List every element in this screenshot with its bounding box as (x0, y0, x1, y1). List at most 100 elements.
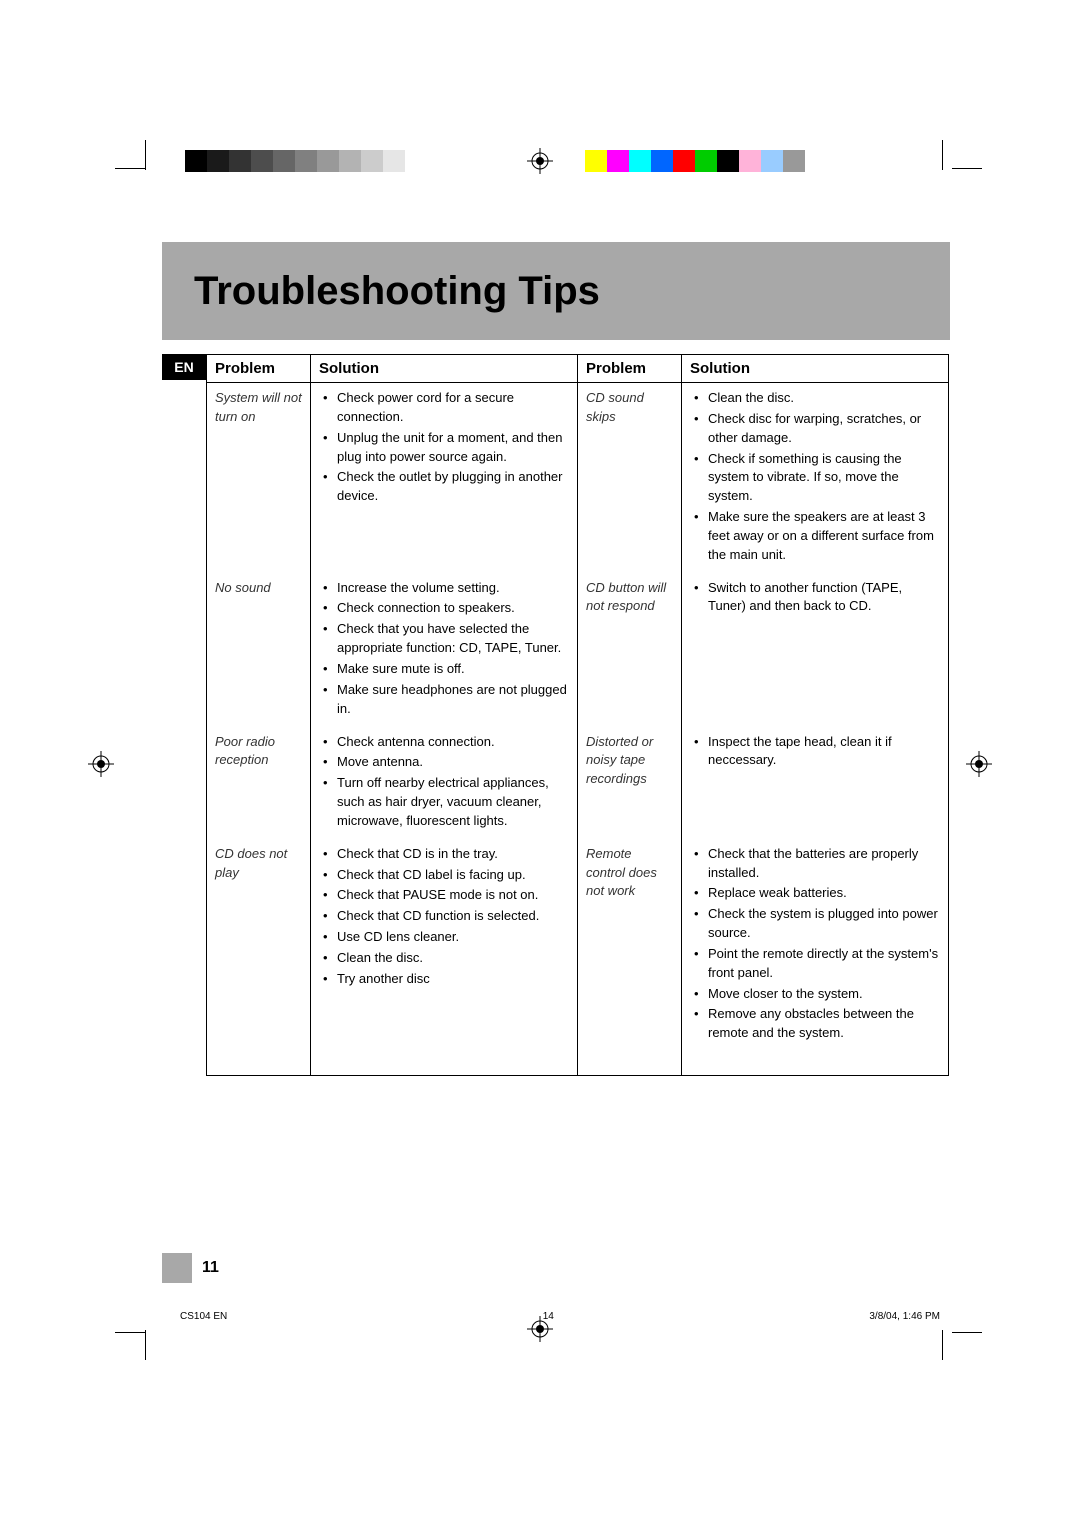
solution-item: Turn off nearby electrical appliances, s… (319, 774, 569, 831)
gray-swatch (317, 150, 339, 172)
color-swatch (761, 150, 783, 172)
problem-cell: Remote control does not work (578, 839, 682, 1076)
registration-mark-bottom (527, 1316, 553, 1342)
solution-cell: Inspect the tape head, clean it if necce… (682, 727, 949, 839)
solution-item: Check connection to speakers. (319, 599, 569, 618)
gray-swatch (185, 150, 207, 172)
page-title: Troubleshooting Tips (194, 269, 600, 314)
table-row: CD does not playCheck that CD is in the … (207, 839, 949, 1076)
problem-cell: Distorted or noisy tape recordings (578, 727, 682, 839)
gray-swatch (383, 150, 405, 172)
color-swatch (673, 150, 695, 172)
header-solution-right: Solution (682, 355, 949, 383)
color-swatch (585, 150, 607, 172)
gray-swatch (273, 150, 295, 172)
registration-mark-left (88, 751, 114, 777)
page-number-decoration (162, 1253, 192, 1283)
solution-list: Check that the batteries are properly in… (690, 845, 940, 1043)
gray-swatch (207, 150, 229, 172)
crop-mark-top-left (125, 150, 165, 190)
crop-mark-bottom-left (125, 1320, 165, 1360)
color-swatch (629, 150, 651, 172)
crop-mark-top-right (930, 150, 970, 190)
gray-swatch (361, 150, 383, 172)
solution-cell: Check that CD is in the tray. Check that … (311, 839, 578, 1076)
header-problem-left: Problem (207, 355, 311, 383)
solution-list: Clean the disc. Check disc for warping, s… (690, 389, 940, 565)
table-body: System will not turn onCheck power cord … (207, 383, 949, 1076)
color-swatches (585, 150, 805, 172)
solution-item: Make sure headphones are not plugged in. (319, 681, 569, 719)
gray-swatch (229, 150, 251, 172)
solution-item: Check the system is plugged into power s… (690, 905, 940, 943)
solution-item: Unplug the unit for a moment, and then p… (319, 429, 569, 467)
language-badge: EN (162, 354, 206, 380)
solution-list: Check power cord for a secure connection… (319, 389, 569, 506)
problem-cell: CD sound skips (578, 383, 682, 573)
solution-item: Check that PAUSE mode is not on. (319, 886, 569, 905)
solution-list: Increase the volume setting.Check connec… (319, 579, 569, 719)
solution-item: Check that you have selected the appropr… (319, 620, 569, 658)
page-container: { "title": "Troubleshooting Tips", "lang… (0, 0, 1080, 1528)
solution-item: Use CD lens cleaner. (319, 928, 569, 947)
solution-item: Try another disc (319, 970, 569, 989)
problem-cell: Poor radio reception (207, 727, 311, 839)
gray-swatch (295, 150, 317, 172)
solution-item: Inspect the tape head, clean it if necce… (690, 733, 940, 771)
color-swatch (717, 150, 739, 172)
header-solution-left: Solution (311, 355, 578, 383)
solution-list: Check antenna connection.Move antenna.Tu… (319, 733, 569, 831)
solution-cell: Increase the volume setting.Check connec… (311, 573, 578, 727)
problem-cell: System will not turn on (207, 383, 311, 573)
solution-cell: Switch to another function (TAPE, Tuner)… (682, 573, 949, 727)
solution-item: Check that CD is in the tray. (319, 845, 569, 864)
solution-cell: Check antenna connection.Move antenna.Tu… (311, 727, 578, 839)
solution-item: Move closer to the system. (690, 985, 940, 1004)
registration-mark-top (527, 148, 553, 174)
solution-cell: Check power cord for a secure connection… (311, 383, 578, 573)
troubleshooting-table: Problem Solution Problem Solution System… (206, 354, 949, 1076)
solution-item: Check power cord for a secure connection… (319, 389, 569, 427)
color-swatch (783, 150, 805, 172)
problem-cell: CD does not play (207, 839, 311, 1076)
solution-item: Switch to another function (TAPE, Tuner)… (690, 579, 940, 617)
solution-cell: Clean the disc. Check disc for warping, s… (682, 383, 949, 573)
title-band: Troubleshooting Tips (162, 242, 950, 340)
gray-swatch (251, 150, 273, 172)
solution-item: Clean the disc. (690, 389, 940, 408)
gray-swatch (339, 150, 361, 172)
header-problem-right: Problem (578, 355, 682, 383)
color-swatch (607, 150, 629, 172)
footer-doc-id: CS104 EN (180, 1311, 227, 1322)
solution-list: Switch to another function (TAPE, Tuner)… (690, 579, 940, 617)
table-row: Poor radio receptionCheck antenna connec… (207, 727, 949, 839)
solution-item: Check disc for warping, scratches, or ot… (690, 410, 940, 448)
solution-item: Remove any obstacles between the remote … (690, 1005, 940, 1043)
solution-item: Make sure mute is off. (319, 660, 569, 679)
table-row: System will not turn onCheck power cord … (207, 383, 949, 573)
solution-item: Move antenna. (319, 753, 569, 772)
solution-item: Check that CD function is selected. (319, 907, 569, 926)
solution-item: Check the outlet by plugging in another … (319, 468, 569, 506)
color-swatch (695, 150, 717, 172)
solution-item: Point the remote directly at the system'… (690, 945, 940, 983)
solution-item: Check that CD label is facing up. (319, 866, 569, 885)
solution-item: Check if something is causing the system… (690, 450, 940, 507)
crop-mark-bottom-right (930, 1320, 970, 1360)
solution-item: Replace weak batteries. (690, 884, 940, 903)
solution-list: Inspect the tape head, clean it if necce… (690, 733, 940, 771)
problem-cell: No sound (207, 573, 311, 727)
footer-info: CS104 EN 14 3/8/04, 1:46 PM (180, 1311, 940, 1322)
grayscale-swatches (185, 150, 405, 172)
solution-item: Check that the batteries are properly in… (690, 845, 940, 883)
color-swatch (651, 150, 673, 172)
solution-item: Increase the volume setting. (319, 579, 569, 598)
solution-cell: Check that the batteries are properly in… (682, 839, 949, 1076)
registration-mark-right (966, 751, 992, 777)
color-swatch (739, 150, 761, 172)
solution-item: Clean the disc. (319, 949, 569, 968)
solution-list: Check that CD is in the tray. Check that … (319, 845, 569, 989)
page-number-area: 11 (162, 1253, 219, 1283)
table-row: No soundIncrease the volume setting.Chec… (207, 573, 949, 727)
page-number: 11 (202, 1259, 219, 1277)
